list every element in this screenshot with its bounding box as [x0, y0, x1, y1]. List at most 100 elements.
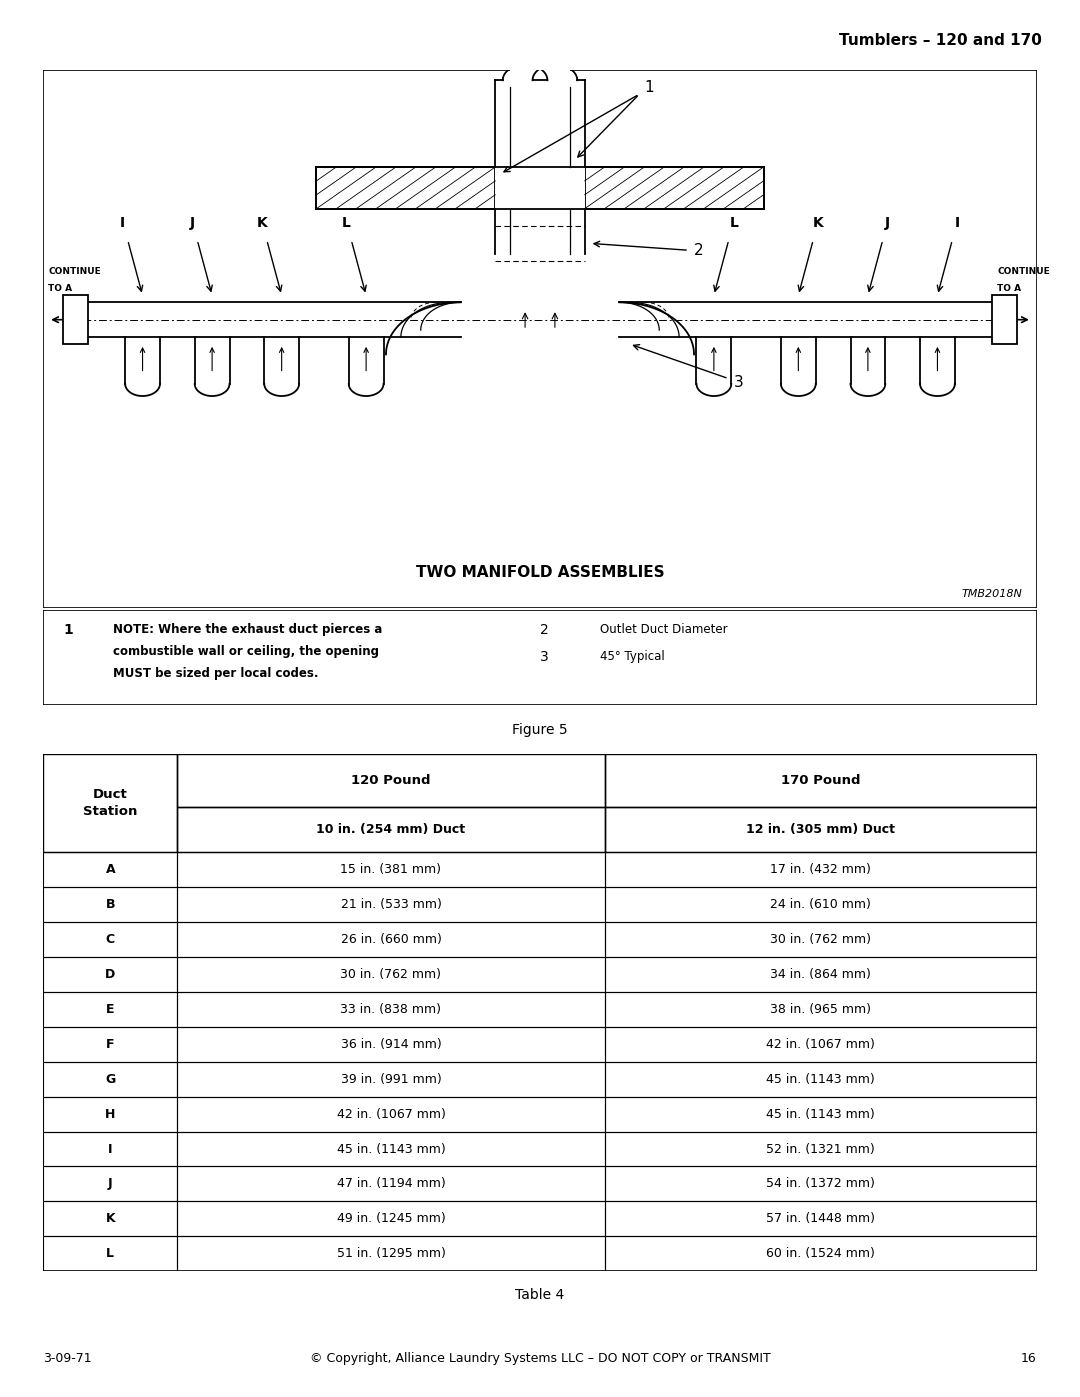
Text: J: J [886, 215, 890, 229]
Bar [43, 1132, 177, 1166]
Bar [605, 887, 1037, 922]
Text: 45° Typical: 45° Typical [599, 650, 664, 664]
Bar [43, 754, 177, 852]
Text: 30 in. (762 mm): 30 in. (762 mm) [770, 933, 872, 946]
Text: 38 in. (965 mm): 38 in. (965 mm) [770, 1003, 872, 1016]
Text: 3: 3 [540, 650, 549, 664]
Bar [605, 852, 1037, 887]
Text: 2: 2 [694, 243, 704, 258]
Text: Table 4: Table 4 [515, 1288, 565, 1302]
Text: 2: 2 [540, 623, 549, 637]
Bar [177, 992, 605, 1027]
Text: L: L [341, 215, 351, 229]
Text: 120 Pound: 120 Pound [351, 774, 431, 788]
Bar [43, 1062, 177, 1097]
Bar [43, 1236, 177, 1271]
Text: © Copyright, Alliance Laundry Systems LLC – DO NOT COPY or TRANSMIT: © Copyright, Alliance Laundry Systems LL… [310, 1352, 770, 1365]
Text: G: G [105, 1073, 116, 1085]
Text: 42 in. (1067 mm): 42 in. (1067 mm) [337, 1108, 445, 1120]
Bar [605, 1027, 1037, 1062]
Bar [43, 887, 177, 922]
Text: 1: 1 [645, 80, 654, 95]
Text: A: A [106, 863, 116, 876]
Bar [177, 957, 605, 992]
Bar [177, 1201, 605, 1236]
Text: 39 in. (991 mm): 39 in. (991 mm) [340, 1073, 442, 1085]
Text: Duct
Station: Duct Station [83, 788, 137, 819]
Text: 49 in. (1245 mm): 49 in. (1245 mm) [337, 1213, 445, 1225]
Text: B: B [106, 898, 114, 911]
Bar [43, 1166, 177, 1201]
Bar [177, 1166, 605, 1201]
Bar [605, 922, 1037, 957]
Text: NOTE: Where the exhaust duct pierces a: NOTE: Where the exhaust duct pierces a [112, 623, 382, 636]
Text: 60 in. (1524 mm): 60 in. (1524 mm) [766, 1248, 875, 1260]
Text: 47 in. (1194 mm): 47 in. (1194 mm) [337, 1178, 445, 1190]
Bar [43, 852, 177, 887]
Bar [43, 992, 177, 1027]
Text: Outlet Duct Diameter: Outlet Duct Diameter [599, 623, 727, 636]
Bar [605, 807, 1037, 852]
Text: 57 in. (1448 mm): 57 in. (1448 mm) [766, 1213, 875, 1225]
Text: 24 in. (610 mm): 24 in. (610 mm) [770, 898, 872, 911]
Bar [177, 1132, 605, 1166]
Bar [177, 1062, 605, 1097]
Text: combustible wall or ceiling, the opening: combustible wall or ceiling, the opening [112, 645, 379, 658]
Bar [605, 1236, 1037, 1271]
Text: I: I [955, 215, 960, 229]
Text: J: J [190, 215, 194, 229]
Text: 12 in. (305 mm) Duct: 12 in. (305 mm) Duct [746, 823, 895, 837]
Text: I: I [120, 215, 125, 229]
Text: Figure 5: Figure 5 [512, 724, 568, 738]
Text: 21 in. (533 mm): 21 in. (533 mm) [340, 898, 442, 911]
Bar [496, 168, 584, 208]
Text: 54 in. (1372 mm): 54 in. (1372 mm) [766, 1178, 875, 1190]
Text: 36 in. (914 mm): 36 in. (914 mm) [340, 1038, 442, 1051]
Text: 26 in. (660 mm): 26 in. (660 mm) [340, 933, 442, 946]
Text: 52 in. (1321 mm): 52 in. (1321 mm) [767, 1143, 875, 1155]
Text: 42 in. (1067 mm): 42 in. (1067 mm) [766, 1038, 875, 1051]
Text: 3-09-71: 3-09-71 [43, 1352, 92, 1365]
Text: Tumblers – 120 and 170: Tumblers – 120 and 170 [839, 34, 1042, 47]
Bar [177, 807, 605, 852]
Text: D: D [105, 968, 116, 981]
Bar [605, 992, 1037, 1027]
Bar [605, 1166, 1037, 1201]
Text: TO A: TO A [49, 284, 72, 293]
Text: 45 in. (1143 mm): 45 in. (1143 mm) [337, 1143, 445, 1155]
Text: 45 in. (1143 mm): 45 in. (1143 mm) [767, 1073, 875, 1085]
Bar [605, 1062, 1037, 1097]
Bar [43, 957, 177, 992]
Bar [63, 295, 87, 344]
Bar [43, 1097, 177, 1132]
Text: 1: 1 [63, 623, 72, 637]
Text: 3: 3 [733, 374, 743, 390]
Text: C: C [106, 933, 114, 946]
Text: J: J [108, 1178, 112, 1190]
Bar [177, 754, 605, 807]
Text: 34 in. (864 mm): 34 in. (864 mm) [770, 968, 872, 981]
Text: K: K [106, 1213, 116, 1225]
Bar [510, 0, 570, 212]
Text: I: I [108, 1143, 112, 1155]
Text: L: L [729, 215, 739, 229]
Text: TWO MANIFOLD ASSEMBLIES: TWO MANIFOLD ASSEMBLIES [416, 566, 664, 581]
Bar [584, 168, 764, 208]
Bar [993, 295, 1017, 344]
Bar [43, 1201, 177, 1236]
Bar [605, 1132, 1037, 1166]
Text: 51 in. (1295 mm): 51 in. (1295 mm) [337, 1248, 445, 1260]
Text: F: F [106, 1038, 114, 1051]
Bar [177, 922, 605, 957]
Text: H: H [105, 1108, 116, 1120]
Text: 33 in. (838 mm): 33 in. (838 mm) [340, 1003, 442, 1016]
Text: CONTINUE: CONTINUE [49, 267, 100, 275]
Bar [605, 754, 1037, 807]
Text: TMB2018N: TMB2018N [961, 588, 1022, 599]
Text: TO A: TO A [997, 284, 1022, 293]
Text: 30 in. (762 mm): 30 in. (762 mm) [340, 968, 442, 981]
Bar [605, 1097, 1037, 1132]
Bar [316, 168, 496, 208]
Text: 45 in. (1143 mm): 45 in. (1143 mm) [767, 1108, 875, 1120]
Text: E: E [106, 1003, 114, 1016]
